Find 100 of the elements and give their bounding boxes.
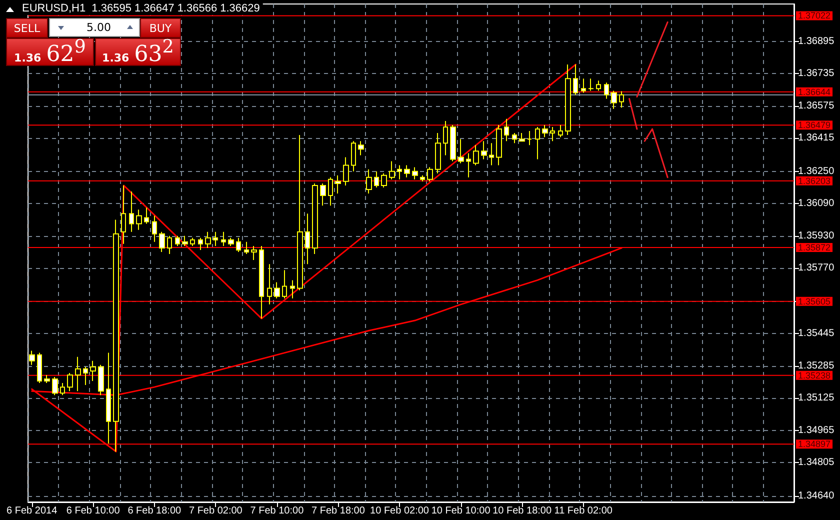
candlestick	[159, 231, 165, 252]
candlestick	[412, 166, 418, 180]
x-tick-label: 10 Feb 10:00	[431, 506, 491, 516]
annotation: 1.36 62$^{9}$	[14, 36, 86, 68]
candlestick	[473, 144, 479, 166]
candlestick	[573, 64, 578, 96]
candlestick	[420, 174, 425, 182]
candlestick	[98, 364, 104, 396]
candlestick	[374, 170, 379, 188]
candlestick	[259, 245, 264, 320]
candlestick	[581, 78, 586, 94]
candlestick	[558, 124, 563, 138]
candlestick	[244, 241, 249, 255]
candlestick	[588, 78, 594, 92]
candlestick	[550, 126, 555, 142]
candlestick	[527, 130, 532, 146]
y-tick-label: 1.35445	[798, 328, 835, 340]
candlestick	[481, 140, 487, 160]
candlestick	[489, 142, 494, 166]
candlestick	[320, 182, 326, 206]
y-tick-label: 1.35285	[798, 360, 835, 372]
candlestick	[221, 231, 226, 246]
buy-button: BUY	[140, 18, 181, 38]
candlestick	[152, 215, 157, 242]
candlestick	[205, 231, 211, 248]
lot-size-field: 5.00	[49, 18, 140, 37]
candlestick	[75, 356, 81, 392]
candlestick	[619, 90, 624, 108]
candlestick	[366, 168, 372, 194]
candlestick	[343, 156, 349, 186]
chart-title: EURUSD,H1 1.36595 1.36647 1.36566 1.36629	[22, 2, 260, 14]
candlestick	[504, 118, 509, 142]
y-tick-label: 1.34805	[798, 457, 835, 468]
candlestick	[113, 219, 119, 452]
y-tick-label: 1.34640	[798, 490, 835, 502]
candlestick	[542, 124, 548, 138]
candlestick	[596, 80, 601, 92]
candlestick	[458, 138, 464, 164]
y-tick-label: 1.35125	[798, 392, 835, 404]
x-tick-label: 7 Feb 10:00	[250, 506, 304, 516]
candlestick	[535, 126, 540, 160]
candlestick	[167, 235, 172, 255]
y-tick-label: 1.36735	[798, 68, 835, 80]
candlestick	[83, 366, 88, 386]
ref-line-label: 1.34897	[798, 439, 831, 450]
candlestick	[121, 184, 126, 244]
x-tick-label: 7 Feb 18:00	[312, 506, 366, 516]
x-tick-label: 6 Feb 10:00	[66, 506, 120, 516]
candlestick	[67, 372, 73, 392]
x-tick-label: 11 Feb 02:00	[554, 506, 613, 516]
y-tick-label: 1.36250	[798, 166, 835, 177]
candlestick	[335, 174, 341, 194]
candlestick	[44, 374, 50, 384]
y-tick-label: 1.35770	[798, 262, 835, 274]
ref-line-label: 1.36644	[798, 86, 831, 97]
candlestick	[267, 264, 272, 305]
ref-line-label: 1.35605	[798, 296, 831, 306]
candlestick	[190, 237, 195, 246]
candlestick	[290, 280, 295, 299]
candlestick	[297, 134, 303, 291]
annotation: 1.36 63$^{2}$	[102, 36, 174, 68]
ref-line-label: 1.35238	[798, 370, 831, 380]
candlestick	[351, 140, 356, 172]
candlestick	[389, 160, 395, 180]
candlestick	[450, 124, 456, 162]
candlestick	[519, 132, 525, 142]
candlestick	[182, 235, 188, 246]
candlestick	[358, 140, 364, 156]
y-tick-label: 1.36895	[798, 36, 835, 47]
candlestick	[175, 235, 180, 246]
candlestick	[604, 82, 609, 100]
y-tick-label: 1.36090	[798, 198, 835, 210]
candlestick	[37, 352, 42, 384]
x-tick-label: 10 Feb 18:00	[492, 506, 552, 516]
candlestick	[106, 352, 111, 444]
ref-line-label: 1.36479	[798, 120, 831, 130]
candlestick	[144, 207, 149, 224]
candlestick	[282, 270, 287, 299]
candlestick	[512, 132, 517, 144]
candlestick	[60, 382, 65, 396]
candlestick	[443, 120, 448, 156]
candlestick	[213, 231, 218, 246]
candlestick	[90, 360, 96, 382]
candlestick	[328, 176, 333, 206]
sell-button: SELL	[6, 18, 48, 38]
candlestick	[397, 164, 402, 180]
candlestick	[404, 164, 410, 178]
ref-line-label: 1.36203	[798, 176, 831, 186]
x-tick-label: 6 Feb 2014	[6, 506, 58, 516]
candlestick	[129, 191, 134, 232]
buy-price-box: 1.36 63$^{2}$	[95, 38, 181, 66]
y-tick-label: 1.36575	[798, 100, 835, 112]
candlestick	[251, 245, 257, 261]
sell-price-box: 1.36 62$^{9}$	[6, 38, 94, 66]
candlestick	[496, 124, 502, 166]
y-tick-label: 1.34965	[798, 424, 835, 436]
y-tick-label: 1.36415	[798, 132, 835, 144]
candlestick	[198, 237, 203, 250]
candlestick	[236, 237, 241, 252]
ref-line-label: 1.37022	[798, 10, 831, 21]
